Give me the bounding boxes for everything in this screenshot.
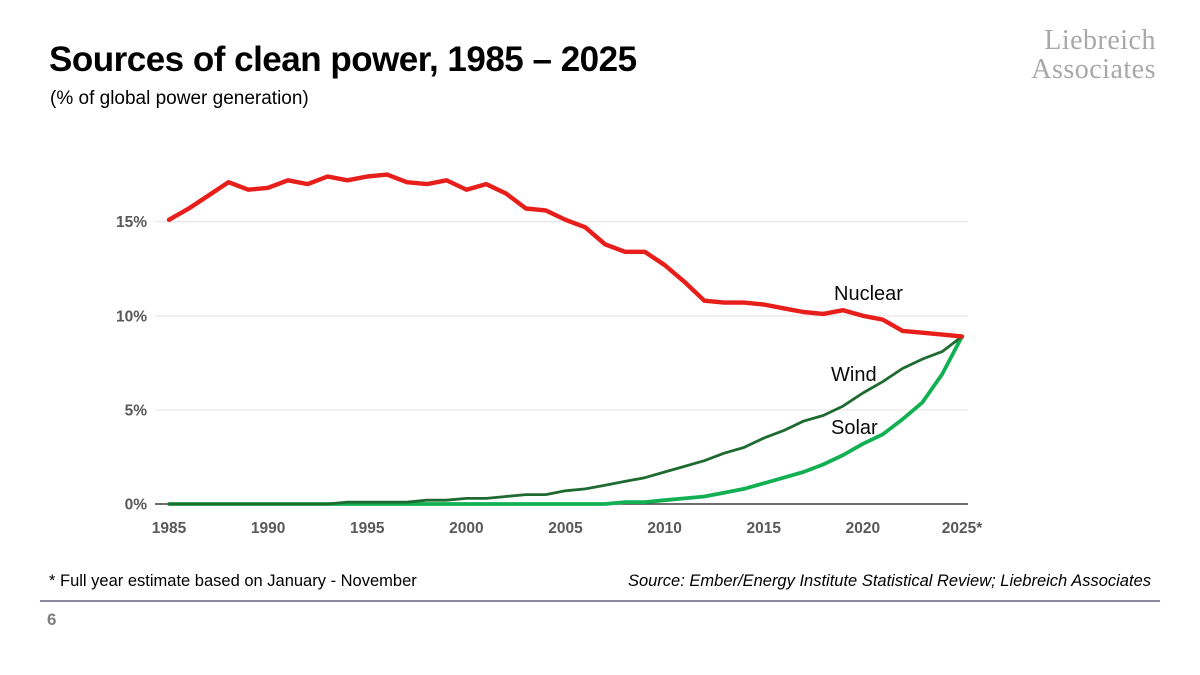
x-tick-label: 2000 <box>449 520 483 537</box>
series-label-wind: Wind <box>831 364 877 386</box>
x-tick-label: 2020 <box>846 520 880 537</box>
page-title: Sources of clean power, 1985 – 2025 <box>49 40 637 79</box>
page-number: 6 <box>47 610 57 629</box>
footnote: * Full year estimate based on January - … <box>49 572 417 590</box>
company-logo: Liebreich Associates <box>1031 25 1156 85</box>
y-tick-label: 0% <box>125 497 148 514</box>
x-tick-label: 2025* <box>942 520 983 537</box>
footer-divider <box>40 600 1160 602</box>
logo-line-2: Associates <box>1031 53 1156 85</box>
y-tick-label: 10% <box>116 308 147 325</box>
x-tick-label: 2010 <box>647 520 681 537</box>
x-tick-label: 1995 <box>350 520 385 537</box>
series-label-nuclear: Nuclear <box>834 283 903 305</box>
x-tick-label: 1990 <box>251 520 285 537</box>
source-attribution: Source: Ember/Energy Institute Statistic… <box>627 572 1151 590</box>
x-tick-label: 1985 <box>152 520 187 537</box>
x-tick-label: 2005 <box>548 520 583 537</box>
series-line-nuclear <box>166 172 965 339</box>
y-tick-label: 15% <box>116 214 147 231</box>
x-tick-label: 2015 <box>747 520 782 537</box>
series-line-wind <box>167 335 964 506</box>
page-subtitle: (% of global power generation) <box>50 88 309 109</box>
logo-line-1: Liebreich <box>1044 25 1156 56</box>
series-label-solar: Solar <box>831 417 878 439</box>
y-tick-label: 5% <box>125 402 148 419</box>
